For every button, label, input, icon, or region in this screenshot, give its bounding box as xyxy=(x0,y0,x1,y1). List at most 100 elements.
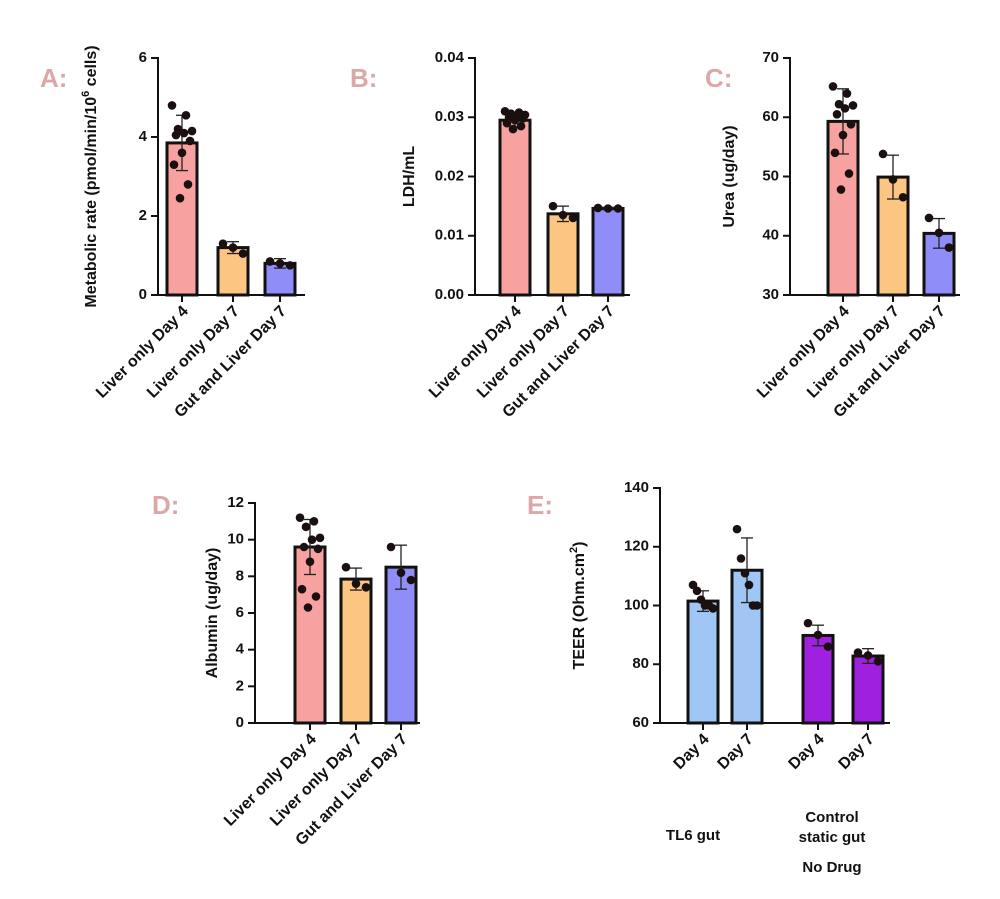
y-tick-label: 50 xyxy=(762,167,779,184)
data-point xyxy=(175,193,185,203)
data-point xyxy=(169,160,179,169)
data-point xyxy=(944,243,954,252)
y-tick-label: 8 xyxy=(236,567,244,584)
data-point xyxy=(341,562,351,572)
data-point xyxy=(351,579,361,588)
data-point xyxy=(299,542,309,552)
data-point xyxy=(518,114,528,123)
y-tick-label: 0.03 xyxy=(435,108,464,125)
panel-label: B: xyxy=(350,63,377,93)
panel-label: C: xyxy=(705,63,732,93)
data-point xyxy=(878,149,888,159)
data-point xyxy=(313,544,323,554)
bar xyxy=(591,206,625,297)
data-point xyxy=(836,185,846,194)
data-point xyxy=(516,121,526,131)
y-axis-label: LDH/mL xyxy=(401,146,418,208)
x-tick-label: Day 7 xyxy=(715,731,757,773)
data-point xyxy=(740,568,750,578)
y-tick-label: 60 xyxy=(632,714,649,731)
data-point xyxy=(934,228,944,238)
data-point xyxy=(692,586,702,596)
data-point xyxy=(828,82,838,91)
y-axis-label: Albumin (ug/day) xyxy=(204,548,221,679)
bar xyxy=(384,565,418,725)
y-axis-label-part: Metabolic rate (pmol/min/10 xyxy=(83,97,100,308)
y-tick-label: 0 xyxy=(236,714,244,731)
panel-label: E: xyxy=(527,490,553,520)
data-point xyxy=(510,115,520,125)
y-tick-label: 40 xyxy=(762,227,779,244)
data-point xyxy=(842,89,852,98)
data-point xyxy=(844,169,854,178)
data-point xyxy=(853,648,863,657)
data-point xyxy=(177,148,187,158)
y-axis-label-part: ) xyxy=(571,542,588,547)
y-tick-label: 0.02 xyxy=(435,167,464,184)
group-label: static gut xyxy=(799,829,866,846)
y-tick-label: 0.00 xyxy=(435,286,464,303)
y-tick-label: 120 xyxy=(624,538,649,555)
x-tick-label: Liver only Day 4 xyxy=(93,303,192,402)
data-point xyxy=(898,192,908,202)
data-point xyxy=(311,592,321,601)
data-point xyxy=(167,101,177,110)
data-point xyxy=(502,118,512,128)
y-tick-label: 0.04 xyxy=(435,49,465,66)
data-point xyxy=(301,522,311,532)
y-tick-label: 4 xyxy=(139,128,148,145)
x-tick-label: Day 4 xyxy=(786,731,828,773)
y-axis-label: TEER (Ohm.cm2) xyxy=(568,542,588,670)
bar xyxy=(546,212,580,297)
y-tick-label: 80 xyxy=(632,655,649,672)
y-tick-label: 140 xyxy=(624,479,649,496)
data-point xyxy=(297,584,307,594)
data-point xyxy=(848,101,858,110)
data-point xyxy=(832,109,842,119)
group-label: TL6 gut xyxy=(666,827,720,844)
x-tick-label: Day 4 xyxy=(671,731,713,773)
y-tick-label: 6 xyxy=(236,604,244,621)
data-point xyxy=(558,210,568,220)
y-tick-label: 10 xyxy=(227,531,244,548)
y-tick-label: 4 xyxy=(236,641,245,658)
data-point xyxy=(181,110,191,120)
y-tick-label: 30 xyxy=(762,286,779,303)
data-point xyxy=(873,657,883,666)
data-point xyxy=(548,201,558,211)
y-axis-label-part: 2 xyxy=(568,547,580,553)
data-point xyxy=(613,204,623,213)
y-axis-label: Metabolic rate (pmol/min/106 cells) xyxy=(80,45,100,307)
data-point xyxy=(185,136,195,146)
bar xyxy=(339,577,373,725)
data-point xyxy=(285,261,295,270)
data-point xyxy=(396,568,406,577)
data-point xyxy=(830,148,840,158)
data-point xyxy=(183,180,193,189)
data-point xyxy=(307,535,317,544)
x-tick-label: Day 7 xyxy=(836,731,878,773)
data-point xyxy=(823,642,833,651)
data-point xyxy=(228,243,238,252)
data-point xyxy=(813,630,823,640)
panel-label: A: xyxy=(40,63,67,93)
y-tick-label: 12 xyxy=(227,494,244,511)
data-point xyxy=(752,601,762,610)
data-point xyxy=(406,575,416,585)
data-point xyxy=(295,513,305,522)
data-point xyxy=(744,580,754,590)
y-axis-label-part: cells) xyxy=(83,45,100,90)
data-point xyxy=(171,130,181,140)
data-point xyxy=(386,542,396,552)
x-tick-label: Liver only Day 4 xyxy=(754,303,853,402)
y-axis-label-part: 6 xyxy=(80,91,92,97)
y-tick-label: 0.01 xyxy=(435,227,464,244)
data-point xyxy=(305,557,315,566)
data-point xyxy=(179,128,189,138)
data-point xyxy=(508,124,518,134)
group-note: No Drug xyxy=(802,859,861,876)
data-point xyxy=(803,618,813,628)
bar xyxy=(686,599,720,725)
y-tick-label: 100 xyxy=(624,596,649,613)
